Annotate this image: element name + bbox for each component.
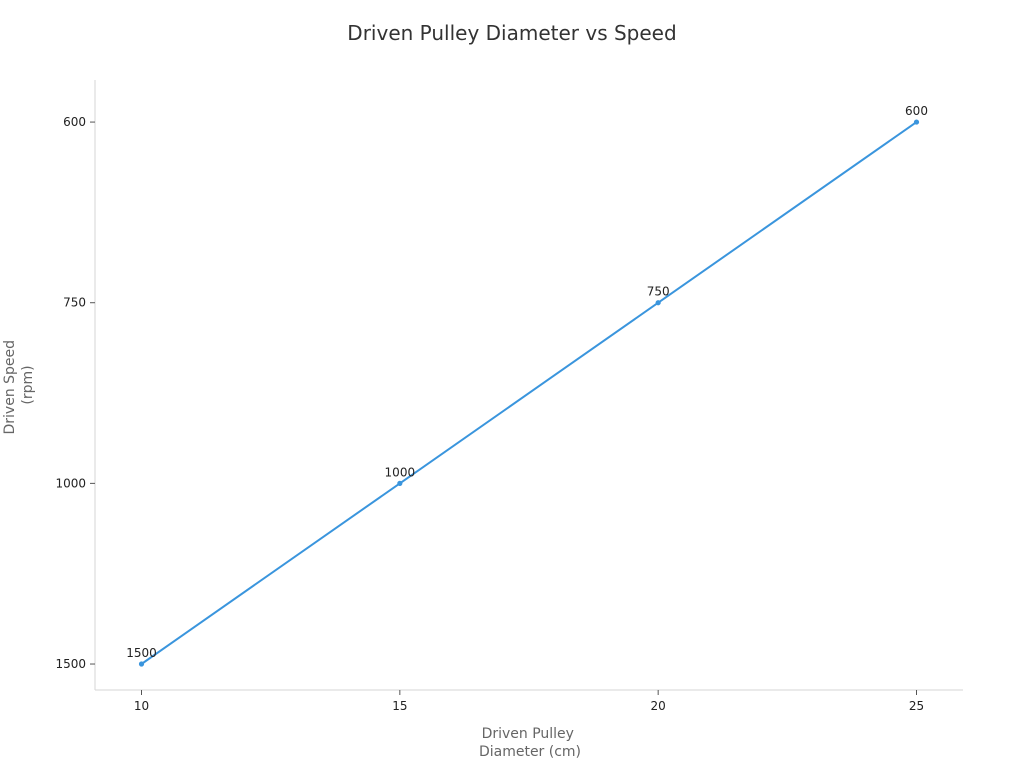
- x-axis-label-line-1: Driven Pulley: [482, 726, 574, 742]
- series: 1500 1000 750 600: [126, 104, 928, 667]
- y-axis-label-line-1: Driven Speed: [2, 340, 18, 435]
- y-tick-label: 1500: [55, 657, 86, 671]
- x-tick-label: 20: [651, 699, 666, 713]
- x-axis-label-line-2: Diameter (cm): [479, 744, 581, 760]
- y-axis-label: Driven Speed (rpm): [2, 336, 36, 435]
- data-point: [138, 661, 145, 667]
- y-tick-label: 1000: [55, 476, 86, 490]
- x-tick-label: 10: [134, 699, 149, 713]
- data-label: 1000: [385, 465, 416, 479]
- x-tick-label: 15: [392, 699, 407, 713]
- data-label: 1500: [126, 646, 157, 660]
- data-label: 600: [905, 104, 928, 118]
- chart-title: Driven Pulley Diameter vs Speed: [347, 21, 676, 45]
- data-point: [913, 119, 920, 125]
- data-label: 750: [647, 285, 670, 299]
- y-tick-label: 750: [63, 296, 86, 310]
- data-point: [655, 300, 661, 306]
- x-tick-label: 25: [909, 699, 924, 713]
- series-line: [140, 121, 918, 665]
- y-tick-label: 600: [63, 115, 86, 129]
- data-point: [397, 480, 403, 486]
- y-axis-label-line-2: (rpm): [20, 365, 36, 404]
- x-axis-label: Driven Pulley Diameter (cm): [479, 726, 581, 760]
- axes: 10 15 20 25 600 750 1000 1500: [55, 80, 963, 713]
